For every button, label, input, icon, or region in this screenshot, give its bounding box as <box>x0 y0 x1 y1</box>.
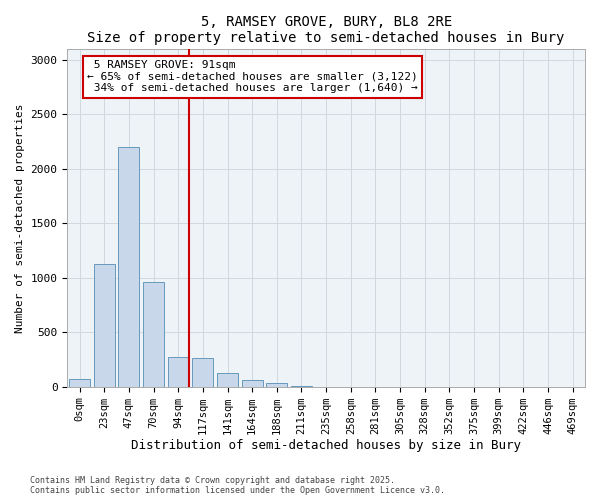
Text: 5 RAMSEY GROVE: 91sqm
← 65% of semi-detached houses are smaller (3,122)
 34% of : 5 RAMSEY GROVE: 91sqm ← 65% of semi-deta… <box>87 60 418 93</box>
Bar <box>242 380 263 386</box>
Bar <box>143 282 164 387</box>
Bar <box>69 378 90 386</box>
Bar <box>217 372 238 386</box>
Bar <box>118 147 139 386</box>
Bar <box>266 384 287 386</box>
Bar <box>168 358 188 386</box>
Title: 5, RAMSEY GROVE, BURY, BL8 2RE
Size of property relative to semi-detached houses: 5, RAMSEY GROVE, BURY, BL8 2RE Size of p… <box>88 15 565 45</box>
X-axis label: Distribution of semi-detached houses by size in Bury: Distribution of semi-detached houses by … <box>131 440 521 452</box>
Bar <box>94 264 115 386</box>
Y-axis label: Number of semi-detached properties: Number of semi-detached properties <box>15 103 25 332</box>
Text: Contains HM Land Registry data © Crown copyright and database right 2025.
Contai: Contains HM Land Registry data © Crown c… <box>30 476 445 495</box>
Bar <box>193 358 214 386</box>
